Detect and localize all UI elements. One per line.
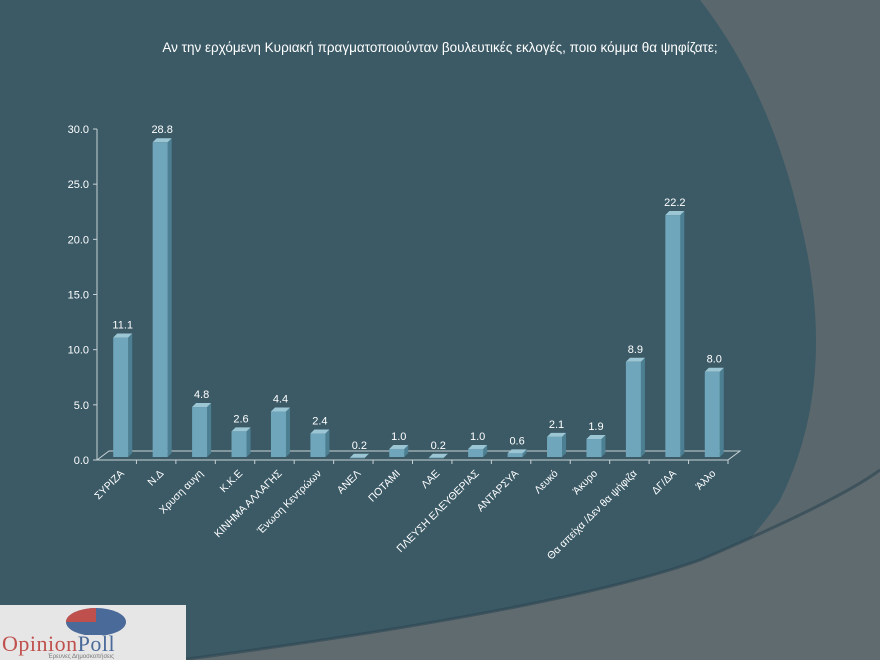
bar bbox=[231, 431, 247, 457]
x-category-label: ΑΝΕΛ bbox=[335, 468, 364, 497]
data-label: 8.0 bbox=[707, 354, 722, 366]
bar-top bbox=[586, 435, 606, 440]
data-label: 0.6 bbox=[509, 435, 524, 447]
x-category-label: ΑΝΤΑΡΣΥΑ bbox=[475, 468, 522, 515]
bar-top bbox=[310, 429, 330, 434]
bar-side bbox=[246, 427, 251, 457]
data-label: 8.9 bbox=[628, 344, 643, 356]
bar bbox=[192, 407, 208, 457]
x-category-label: ΠΟΤΑΜΙ bbox=[366, 468, 403, 505]
bar-top bbox=[349, 453, 369, 458]
bar-side bbox=[483, 444, 488, 457]
y-tick-label: 25.0 bbox=[68, 179, 89, 191]
bar bbox=[152, 142, 168, 458]
bar-top bbox=[507, 449, 527, 454]
bar bbox=[349, 457, 365, 459]
bar bbox=[547, 436, 563, 457]
x-category-label: Άκυρο bbox=[571, 468, 601, 498]
bar bbox=[310, 433, 326, 457]
bar bbox=[665, 215, 681, 457]
x-category-label: ΣΥΡΙΖΑ bbox=[92, 468, 127, 503]
data-label: 22.2 bbox=[664, 197, 685, 209]
bar-top bbox=[389, 444, 409, 449]
bar-top bbox=[704, 367, 724, 372]
opinion-poll-logo: OpinionPoll Έρευνες Δημοσκοπήσεις bbox=[0, 605, 186, 660]
x-category-label: ΚΙΝΗΜΑ ΑΛΛΑΓΗΣ bbox=[212, 467, 285, 540]
x-category-label: Ν.Δ bbox=[145, 468, 166, 489]
bar-side bbox=[562, 432, 567, 457]
x-category-label: Κ.Κ.Ε bbox=[218, 468, 245, 495]
bar-side bbox=[680, 211, 685, 457]
bar-top bbox=[231, 427, 251, 432]
x-category-label: ΔΓ/ΔΑ bbox=[649, 468, 679, 498]
bar-side bbox=[167, 138, 172, 458]
data-label: 1.0 bbox=[391, 431, 406, 443]
bar-top bbox=[428, 453, 448, 458]
bar bbox=[389, 448, 405, 457]
x-category-label: Άλλο bbox=[694, 468, 719, 493]
y-tick-label: 30.0 bbox=[68, 124, 89, 136]
y-tick-label: 20.0 bbox=[68, 234, 89, 246]
logo-pie-icon bbox=[66, 608, 126, 635]
x-category-label: ΠΛΕΥΣΗ ΕΛΕΥΘΕΡΙΑΣ bbox=[394, 467, 482, 555]
bar-side bbox=[207, 403, 212, 457]
y-tick-label: 15.0 bbox=[68, 290, 89, 302]
bar bbox=[507, 453, 523, 457]
chart-title: Αν την ερχόμενη Κυριακή πραγματοποιούντα… bbox=[162, 40, 718, 55]
y-tick-label: 5.0 bbox=[74, 400, 89, 412]
bar bbox=[625, 361, 641, 457]
data-label: 2.1 bbox=[549, 419, 564, 431]
bar-top bbox=[547, 432, 567, 437]
data-label: 28.8 bbox=[151, 124, 172, 136]
data-label: 2.4 bbox=[312, 416, 327, 428]
bar-side bbox=[404, 444, 409, 457]
data-label: 11.1 bbox=[112, 320, 133, 332]
bar-side bbox=[285, 407, 290, 457]
x-category-label: ΛΑΕ bbox=[419, 468, 442, 491]
bar-side bbox=[128, 333, 133, 457]
bar-top bbox=[665, 211, 685, 216]
logo-subtitle: Έρευνες Δημοσκοπήσεις bbox=[48, 654, 115, 660]
data-label: 4.8 bbox=[194, 389, 209, 401]
bar bbox=[586, 439, 602, 457]
bar bbox=[428, 457, 444, 459]
y-tick-label: 0.0 bbox=[74, 455, 89, 467]
data-label: 1.0 bbox=[470, 431, 485, 443]
bar bbox=[704, 371, 720, 457]
bar-top bbox=[152, 138, 172, 143]
y-tick-label: 10.0 bbox=[68, 345, 89, 357]
bar-side bbox=[640, 357, 645, 457]
bar bbox=[468, 448, 484, 457]
bar-side bbox=[601, 435, 606, 457]
bar-side bbox=[325, 429, 330, 457]
bar-side bbox=[522, 449, 527, 457]
data-label: 0.2 bbox=[431, 440, 446, 452]
bar bbox=[113, 337, 129, 457]
bar bbox=[270, 411, 286, 457]
bar-side bbox=[719, 367, 724, 457]
bar-top bbox=[270, 407, 290, 412]
bar-top bbox=[113, 333, 133, 338]
logo-name: OpinionPoll bbox=[2, 631, 116, 656]
data-label: 2.6 bbox=[233, 413, 248, 425]
data-label: 4.4 bbox=[273, 393, 288, 405]
bar-top bbox=[625, 357, 645, 362]
data-label: 0.2 bbox=[352, 440, 367, 452]
data-label: 1.9 bbox=[588, 421, 603, 433]
bar-top bbox=[192, 403, 212, 408]
x-category-label: Λευκό bbox=[532, 468, 561, 497]
bar-top bbox=[468, 444, 488, 449]
